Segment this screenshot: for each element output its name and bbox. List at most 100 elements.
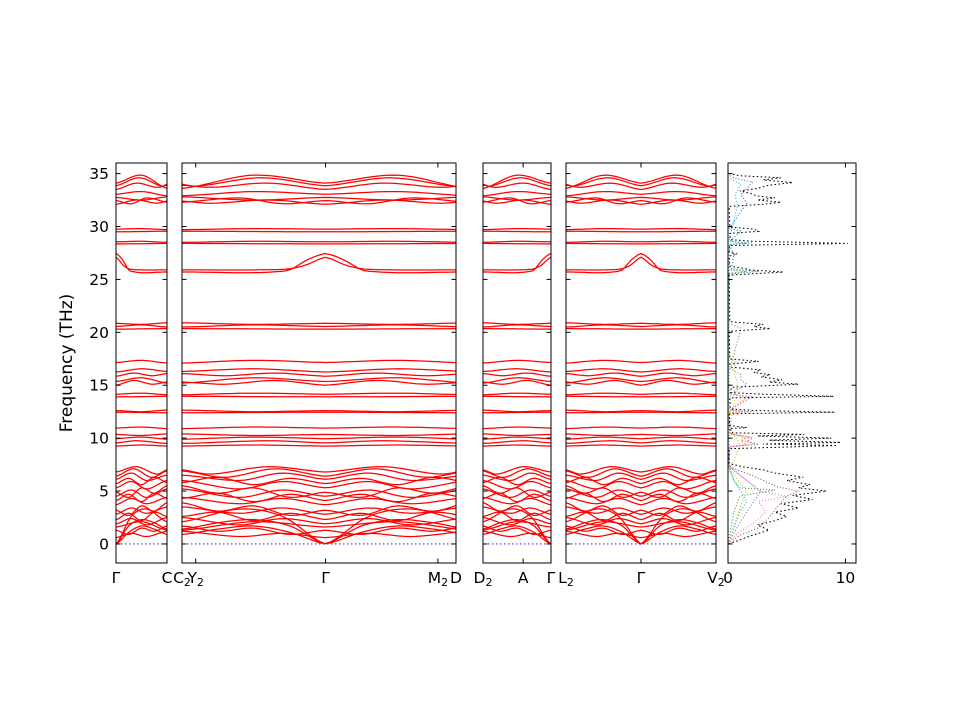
y-tick-label: 25: [89, 271, 109, 289]
phonon-band-line: [482, 521, 552, 531]
phonon-band-line: [565, 409, 717, 413]
phonon-band-line: [182, 230, 456, 233]
phonon-band-line: [181, 426, 457, 430]
phonon-band-line: [565, 368, 717, 373]
phonon-band-line: [115, 256, 167, 271]
panel-border: [115, 162, 168, 564]
phonon-band-line: [482, 379, 552, 386]
phonon-band-line: [565, 324, 717, 328]
phonon-band-line: [115, 525, 168, 545]
phonon-band-line: [115, 521, 168, 531]
phonon-band-line: [565, 177, 717, 187]
phonon-band-line: [565, 496, 717, 506]
dos-partial-dos-1-curve: [727, 464, 801, 545]
phonon-band-line: [181, 190, 457, 197]
phonon-band-line: [482, 436, 552, 440]
phonon-band-line: [565, 479, 717, 490]
phonon-band-line: [181, 436, 457, 440]
phonon-band-line: [182, 392, 457, 396]
phonon-band-line: [181, 240, 457, 244]
phonon-band-line: [565, 476, 717, 486]
phonon-band-line: [566, 395, 716, 398]
kpoint-label: Γ: [547, 569, 556, 587]
phonon-band-line: [565, 485, 717, 499]
phonon-band-line: [566, 327, 716, 330]
phonon-band-line: [181, 511, 457, 522]
phonon-band-line: [115, 472, 168, 482]
phonon-band-line: [565, 472, 717, 482]
phonon-band-line: [482, 496, 552, 506]
y-axis-label: Frequency (THz): [57, 294, 77, 433]
phonon-band-line: [565, 199, 717, 205]
phonon-band-line: [181, 409, 457, 413]
dos-x-tick-label: 10: [836, 569, 856, 587]
phonon-band-line: [115, 182, 168, 191]
dos-partial-dos-6-curve: [727, 394, 756, 449]
phonon-band-line: [482, 182, 552, 191]
phonon-band-line: [181, 322, 457, 326]
phonon-band-line: [115, 368, 168, 373]
phonon-band-line: [483, 230, 551, 233]
phonon-band-line: [483, 327, 551, 330]
phonon-band-line: [482, 485, 552, 499]
phonon-band-line: [115, 479, 168, 490]
phonon-band-line: [115, 508, 168, 545]
phonon-band-line: [181, 525, 457, 536]
y-tick-label: 30: [89, 218, 109, 236]
phonon-band-line: [482, 502, 552, 517]
phonon-band-line: [482, 240, 551, 244]
phonon-band-line: [565, 174, 717, 190]
panel-border: [181, 162, 457, 564]
kpoint-label: D: [450, 569, 462, 587]
kpoint-label: A: [518, 569, 529, 587]
y-tick-label: 15: [89, 377, 109, 395]
dos-partial-dos-2-curve: [727, 432, 787, 545]
phonon-band-line: [482, 492, 552, 503]
phonon-band-line: [181, 530, 457, 539]
phonon-band-line: [565, 433, 717, 437]
phonon-band-line: [482, 466, 552, 475]
phonon-band-line: [115, 516, 168, 526]
phonon-band-line: [115, 488, 168, 499]
phonon-band-line: [181, 496, 457, 506]
kpoint-label: D2: [474, 569, 493, 589]
phonon-band-line: [482, 530, 552, 539]
phonon-band-line: [482, 516, 552, 526]
phonon-band-line: [482, 518, 552, 545]
phonon-band-line: [115, 177, 168, 187]
phonon-band-line: [483, 433, 552, 437]
y-tick-label: 20: [89, 324, 109, 342]
phonon-band-line: [115, 496, 168, 506]
phonon-band-line: [115, 518, 168, 545]
phonon-band-line: [181, 466, 457, 475]
phonon-band-line: [181, 433, 457, 437]
phonon-band-line: [115, 444, 168, 447]
phonon-band-line: [565, 488, 717, 498]
phonon-band-line: [116, 190, 168, 197]
phonon-band-line: [115, 530, 168, 539]
phonon-band-line: [115, 252, 167, 274]
phonon-band-line: [181, 516, 457, 526]
phonon-band-line: [181, 444, 457, 447]
phonon-band-line: [565, 506, 717, 515]
kpoint-label: C: [162, 569, 173, 587]
phonon-band-line: [116, 409, 167, 413]
phonon-band-line: [566, 230, 716, 233]
phonon-band-line: [483, 395, 551, 398]
phonon-band-line: [565, 359, 717, 364]
kpoint-label: Y2: [186, 569, 203, 589]
phonon-band-line: [182, 411, 456, 414]
phonon-band-line: [483, 322, 551, 326]
phonon-band-line: [565, 502, 717, 517]
phonon-band-line: [181, 199, 457, 205]
y-tick-label: 5: [99, 483, 109, 501]
phonon-band-line: [482, 525, 552, 545]
phonon-band-line: [116, 411, 167, 414]
phonon-band-line: [565, 426, 717, 430]
phonon-band-line: [565, 530, 717, 539]
phonon-band-line: [115, 377, 168, 384]
